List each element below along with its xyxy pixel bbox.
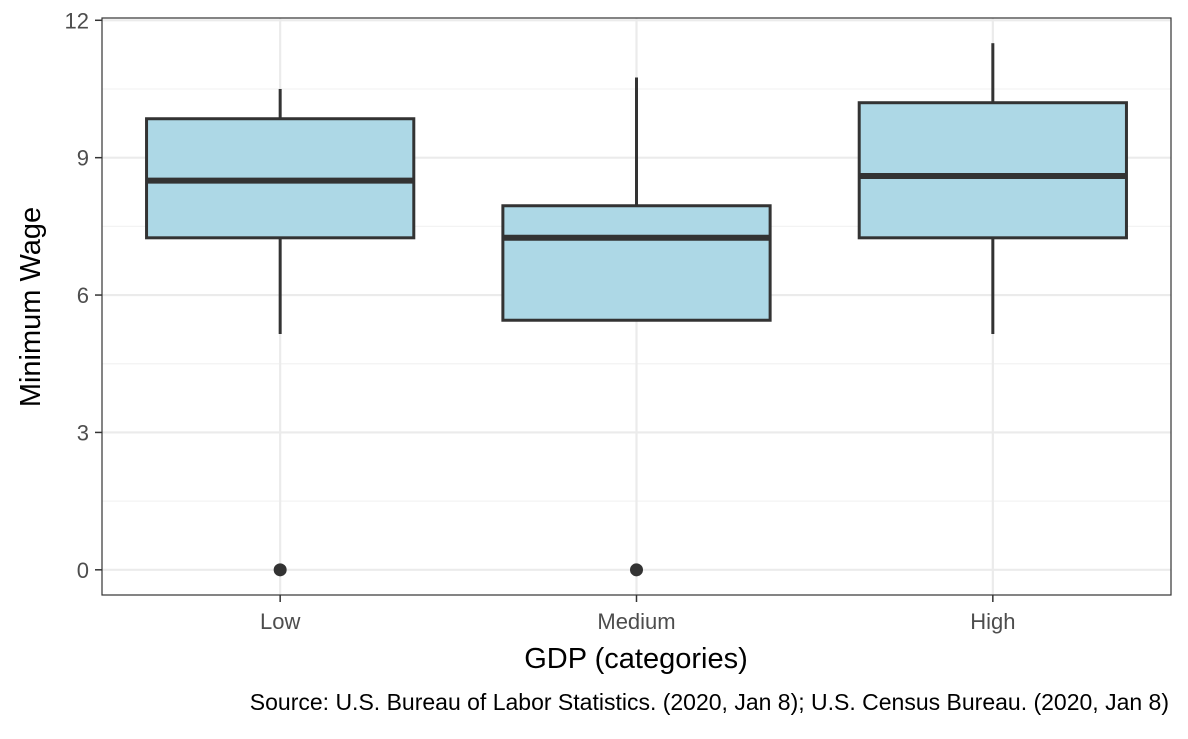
x-tick-label: Low <box>260 609 300 634</box>
box-low <box>145 88 416 577</box>
outlier-point <box>273 563 287 577</box>
box-iqr <box>501 204 772 322</box>
y-axis-title: Minimum Wage <box>15 207 47 407</box>
y-tick-label: 9 <box>77 146 89 171</box>
y-tick-label: 3 <box>77 420 89 445</box>
box-iqr <box>857 101 1128 240</box>
y-tick-label: 12 <box>65 8 89 33</box>
y-tick-label: 0 <box>77 558 89 583</box>
axes-layer: 0 3 6 9 12 Low Medium High <box>65 8 1016 634</box>
source-caption: Source: U.S. Bureau of Labor Statistics.… <box>250 689 1169 715</box>
box-medium <box>501 77 772 577</box>
y-tick-label: 6 <box>77 283 89 308</box>
x-tick-label: High <box>970 609 1015 634</box>
x-axis-title: GDP (categories) <box>524 643 748 675</box>
boxes-layer <box>145 43 1128 577</box>
box-high <box>857 43 1128 334</box>
x-tick-label: Medium <box>597 609 675 634</box>
outlier-point <box>630 563 643 577</box>
